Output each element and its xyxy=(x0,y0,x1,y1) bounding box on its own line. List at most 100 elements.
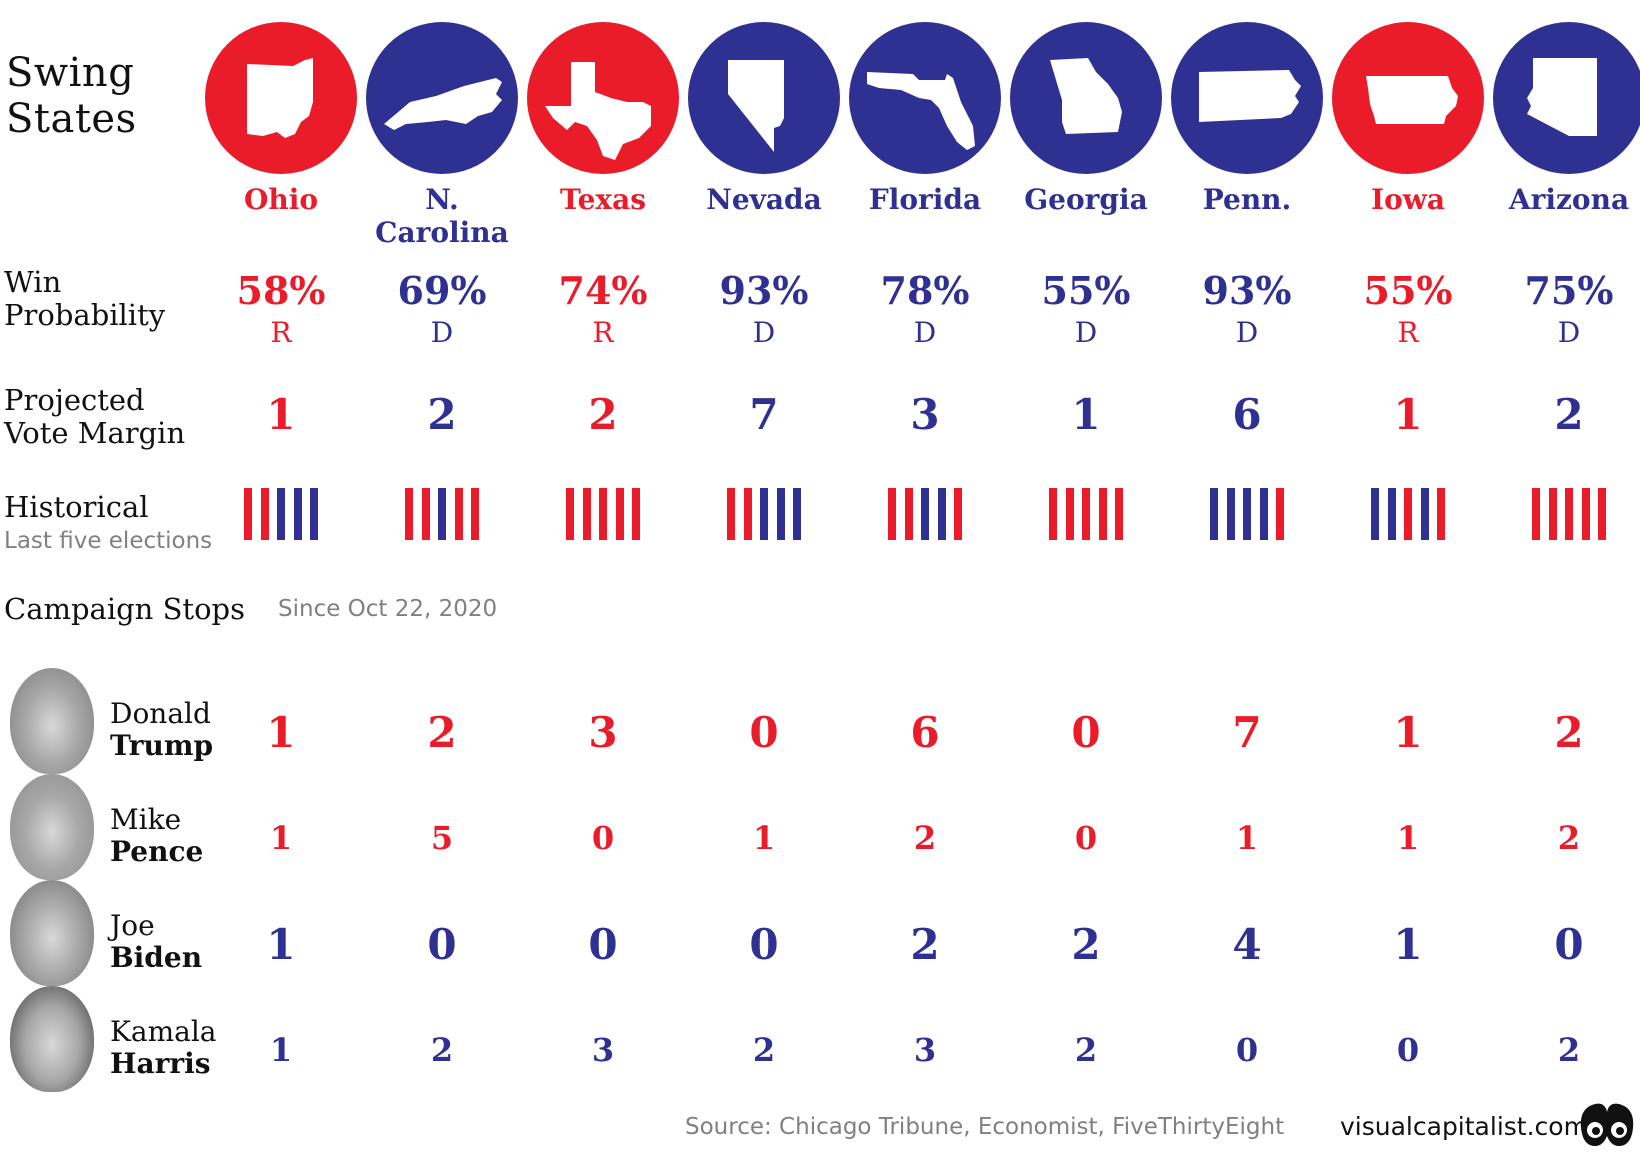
win-probability-value: 74% xyxy=(558,268,648,313)
historical-bar xyxy=(1243,488,1251,540)
historical-bar xyxy=(421,488,430,540)
win-probability-value: 75% xyxy=(1524,268,1614,313)
win-probability-value: 93% xyxy=(719,268,809,313)
campaign-stop-value: 2 xyxy=(913,819,937,857)
state-name-1: Ohio xyxy=(243,183,319,216)
historical-bar xyxy=(1276,488,1284,540)
win-probability-value: 58% xyxy=(236,268,326,313)
historical-bars xyxy=(405,488,479,540)
campaign-since-label: Since Oct 22, 2020 xyxy=(278,596,498,622)
campaign-stop-value: 2 xyxy=(1071,920,1101,969)
georgia-icon xyxy=(1050,58,1122,134)
party-letter: D xyxy=(752,316,776,349)
state-circle-7 xyxy=(1171,22,1323,174)
historical-bar xyxy=(1581,488,1590,540)
campaign-stop-value: 0 xyxy=(588,920,618,969)
historical-bar xyxy=(1082,488,1090,540)
campaign-stop-value: 0 xyxy=(749,920,779,969)
historical-bar xyxy=(1098,488,1107,540)
vote-margin-value: 2 xyxy=(588,390,618,439)
party-letter: D xyxy=(913,316,937,349)
win-probability-value: 55% xyxy=(1363,268,1453,313)
state-name-5: Florida xyxy=(868,183,982,216)
vote-margin-value: 1 xyxy=(1071,390,1101,439)
campaign-stop-value: 6 xyxy=(910,708,940,757)
historical-bar xyxy=(921,488,929,540)
nevada-icon xyxy=(728,60,784,152)
state-circle-4 xyxy=(688,22,840,174)
avatar xyxy=(10,986,94,1092)
campaign-stop-value: 1 xyxy=(269,819,293,857)
historical-bar xyxy=(904,488,913,540)
state-name-3: Texas xyxy=(559,183,647,216)
historical-bar xyxy=(937,488,946,540)
title-line-1: Swing xyxy=(6,50,135,96)
state-circle-1 xyxy=(205,22,357,174)
historical-bar xyxy=(743,488,752,540)
state-name-2: N. Carolina xyxy=(375,183,509,249)
historical-bars xyxy=(566,488,640,540)
vote-margin-value: 2 xyxy=(1554,390,1584,439)
campaign-stop-value: 2 xyxy=(1554,708,1584,757)
campaign-stop-value: 1 xyxy=(1393,708,1423,757)
historical-bar xyxy=(776,488,785,540)
state-circle-9 xyxy=(1493,22,1640,174)
campaign-stop-value: 3 xyxy=(913,1031,937,1069)
campaign-stop-value: 2 xyxy=(1557,1031,1581,1069)
avatar xyxy=(10,774,94,880)
historical-bar xyxy=(632,488,640,540)
historical-bar xyxy=(793,488,801,540)
florida-icon xyxy=(867,72,975,150)
historical-bar xyxy=(471,488,479,540)
historical-bar xyxy=(582,488,591,540)
brand-link[interactable]: visualcapitalist.com xyxy=(1340,1112,1588,1141)
campaign-stop-value: 0 xyxy=(1554,920,1584,969)
campaign-stop-value: 3 xyxy=(588,708,618,757)
party-letter: D xyxy=(1074,316,1098,349)
historical-bar xyxy=(888,488,896,540)
vote-margin-value: 3 xyxy=(910,390,940,439)
historical-bar xyxy=(1532,488,1540,540)
historical-bar xyxy=(954,488,962,540)
campaign-stop-value: 1 xyxy=(1235,819,1259,857)
vote-margin-value: 2 xyxy=(427,390,457,439)
historical-bars xyxy=(1049,488,1123,540)
title-line-2: States xyxy=(6,96,137,142)
historical-bar xyxy=(566,488,574,540)
vote-margin-value: 6 xyxy=(1232,390,1262,439)
historical-bar xyxy=(260,488,269,540)
campaign-stop-value: 0 xyxy=(1074,819,1098,857)
historical-bar xyxy=(727,488,735,540)
historical-bar xyxy=(760,488,768,540)
campaign-stops-label: Campaign Stops xyxy=(4,592,245,626)
historical-sublabel: Last five elections xyxy=(4,528,213,554)
campaign-stop-value: 1 xyxy=(1393,920,1423,969)
win-probability-value: 93% xyxy=(1202,268,1292,313)
campaign-stop-value: 0 xyxy=(749,708,779,757)
historical-bar xyxy=(1420,488,1429,540)
north-carolina-icon xyxy=(384,78,502,130)
binoculars-logo-icon xyxy=(1580,1103,1634,1146)
campaign-stop-value: 0 xyxy=(427,920,457,969)
person-name: Mike Pence xyxy=(110,803,204,868)
historical-bars xyxy=(1210,488,1284,540)
historical-bar xyxy=(1548,488,1557,540)
historical-bars xyxy=(1371,488,1445,540)
vote-margin-value: 1 xyxy=(1393,390,1423,439)
pennsylvania-icon xyxy=(1199,70,1301,122)
campaign-stop-value: 4 xyxy=(1232,920,1262,969)
party-letter: R xyxy=(592,316,614,349)
state-circle-2 xyxy=(366,22,518,174)
historical-bar xyxy=(1210,488,1218,540)
state-name-7: Penn. xyxy=(1202,183,1292,216)
historical-bar xyxy=(438,488,446,540)
vote-margin-value: 1 xyxy=(266,390,296,439)
party-letter: R xyxy=(270,316,292,349)
historical-bar xyxy=(1371,488,1379,540)
historical-bars xyxy=(1532,488,1606,540)
person-name: Kamala Harris xyxy=(110,1015,217,1080)
texas-icon xyxy=(545,62,651,160)
party-letter: D xyxy=(430,316,454,349)
campaign-stop-value: 7 xyxy=(1232,708,1262,757)
historical-bar xyxy=(1049,488,1057,540)
